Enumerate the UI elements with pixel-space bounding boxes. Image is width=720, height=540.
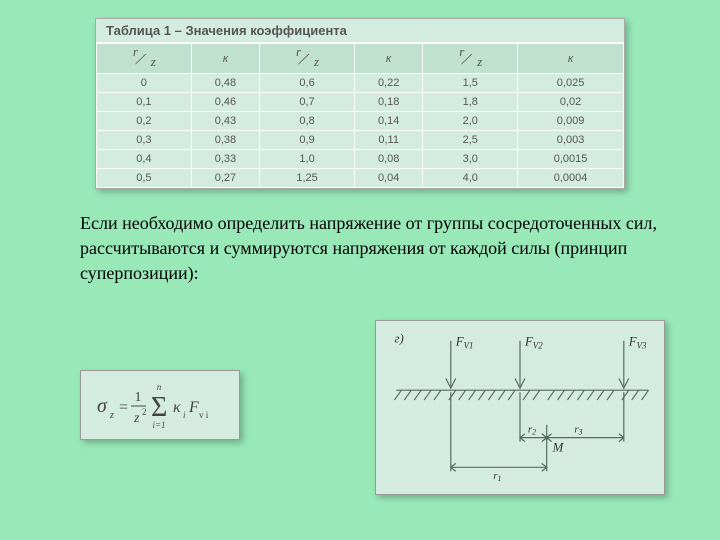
frac-den-z: z: [133, 411, 140, 426]
ground-hatch: [394, 390, 648, 400]
r2-label: r2: [528, 424, 536, 437]
table-cell: 0,33: [191, 150, 260, 169]
table-cell: 2,0: [423, 112, 518, 131]
table-cell: 1,25: [260, 169, 355, 188]
table-cell: 0,3: [97, 131, 192, 150]
table-cell: 0,02: [518, 93, 624, 112]
table-row: 00,480,60,221,50,025: [97, 74, 624, 93]
table-cell: 2,5: [423, 131, 518, 150]
table-row: 0,40,331,00,083,00,0015: [97, 150, 624, 169]
table-cell: 0,48: [191, 74, 260, 93]
header-r-over-z-2: r⁄z: [260, 44, 355, 74]
table-cell: 0,4: [97, 150, 192, 169]
table-cell: 0,9: [260, 131, 355, 150]
F: F: [188, 399, 199, 416]
table-cell: 0,22: [354, 74, 423, 93]
force-label-3: FV3: [628, 335, 647, 351]
table-cell: 1,0: [260, 150, 355, 169]
table-row: 0,30,380,90,112,50,003: [97, 131, 624, 150]
table-cell: 0,27: [191, 169, 260, 188]
table-cell: 0,003: [518, 131, 624, 150]
r3-label: r3: [574, 424, 582, 437]
diagram-box: г) FV1 FV2 FV3 r2 r3 r1 M: [375, 320, 665, 495]
F-sub: v i: [199, 410, 209, 420]
table-cell: 0,46: [191, 93, 260, 112]
table-cell: 1,8: [423, 93, 518, 112]
force-arrow-3: [619, 341, 629, 388]
table-cell: 0,6: [260, 74, 355, 93]
sum-lower: i=1: [152, 420, 165, 430]
r1-label: r1: [493, 470, 501, 483]
sigma-sum: Σ: [151, 392, 167, 423]
table-cell: 0,025: [518, 74, 624, 93]
frac-num: 1: [135, 390, 142, 405]
table-body: 00,480,60,221,50,0250,10,460,70,181,80,0…: [97, 74, 624, 188]
M-label: M: [552, 440, 565, 454]
table-cell: 0,2: [97, 112, 192, 131]
table-header-row: r⁄z к r⁄z к r⁄z к: [97, 44, 624, 74]
header-r-over-z-1: r⁄z: [97, 44, 192, 74]
equals: =: [119, 399, 128, 416]
sigma: σ: [97, 395, 108, 417]
table-cell: 0,43: [191, 112, 260, 131]
table-cell: 0,08: [354, 150, 423, 169]
diagram-svg: г) FV1 FV2 FV3 r2 r3 r1 M: [376, 321, 664, 494]
table-cell: 0,38: [191, 131, 260, 150]
coefficient-table: r⁄z к r⁄z к r⁄z к 00,480,60,221,50,0250,…: [96, 43, 624, 188]
force-arrow-2: [515, 341, 525, 388]
table-cell: 0,04: [354, 169, 423, 188]
force-label-1: FV1: [455, 335, 474, 351]
table-cell: 0,0004: [518, 169, 624, 188]
table-cell: 0,009: [518, 112, 624, 131]
table-cell: 0,14: [354, 112, 423, 131]
table-title: Таблица 1 – Значения коэффициента: [96, 19, 624, 43]
table-cell: 0,1: [97, 93, 192, 112]
sigma-sub: z: [109, 410, 114, 421]
table-cell: 3,0: [423, 150, 518, 169]
diagram-label: г): [394, 332, 403, 346]
table-cell: 0,18: [354, 93, 423, 112]
kappa: κ: [173, 399, 181, 416]
table-cell: 0,11: [354, 131, 423, 150]
formula-svg: σ z = 1 z 2 Σ n i=1 κ i F v i: [95, 378, 225, 433]
force-arrow-1: [446, 341, 456, 388]
table-cell: 0,8: [260, 112, 355, 131]
paragraph-text: Если необходимо определить напряжение от…: [80, 211, 670, 287]
header-kappa-1: к: [191, 44, 260, 74]
kappa-sub: i: [183, 410, 186, 420]
coefficient-table-container: Таблица 1 – Значения коэффициента r⁄z к …: [95, 18, 625, 189]
table-row: 0,10,460,70,181,80,02: [97, 93, 624, 112]
table-cell: 0,7: [260, 93, 355, 112]
formula-box: σ z = 1 z 2 Σ n i=1 κ i F v i: [80, 370, 240, 440]
sum-upper: n: [157, 382, 162, 392]
table-cell: 0: [97, 74, 192, 93]
table-cell: 0,0015: [518, 150, 624, 169]
table-cell: 4,0: [423, 169, 518, 188]
M-point: [545, 436, 548, 439]
header-kappa-2: к: [354, 44, 423, 74]
dim-r1: [451, 463, 547, 471]
header-kappa-3: к: [518, 44, 624, 74]
frac-den-exp: 2: [142, 407, 147, 417]
table-row: 0,20,430,80,142,00,009: [97, 112, 624, 131]
force-label-2: FV2: [524, 335, 543, 351]
table-row: 0,50,271,250,044,00,0004: [97, 169, 624, 188]
header-r-over-z-3: r⁄z: [423, 44, 518, 74]
table-cell: 0,5: [97, 169, 192, 188]
table-cell: 1,5: [423, 74, 518, 93]
